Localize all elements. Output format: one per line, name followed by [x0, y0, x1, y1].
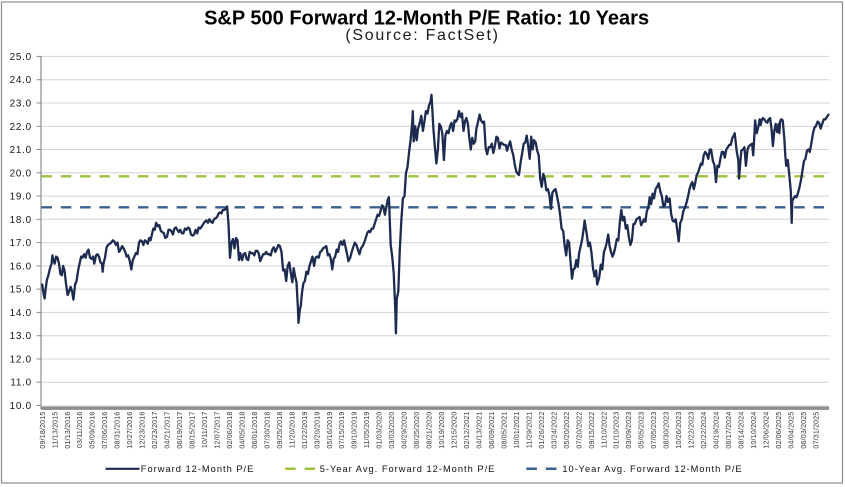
svg-text:12.0: 12.0: [10, 355, 32, 366]
svg-text:02/22/2024: 02/22/2024: [700, 412, 708, 449]
svg-text:05/20/2022: 05/20/2022: [563, 412, 571, 449]
svg-text:01/26/2022: 01/26/2022: [538, 412, 546, 449]
svg-text:04/05/2018: 04/05/2018: [238, 412, 246, 449]
svg-text:02/06/2025: 02/06/2025: [775, 412, 783, 449]
svg-text:11/13/2015: 11/13/2015: [51, 412, 59, 449]
svg-text:06/25/2020: 06/25/2020: [413, 412, 421, 449]
svg-text:09/18/2015: 09/18/2015: [39, 412, 47, 449]
svg-text:(Source: FactSet): (Source: FactSet): [345, 27, 499, 44]
svg-text:13.0: 13.0: [10, 331, 32, 342]
svg-text:01/22/2019: 01/22/2019: [301, 412, 309, 449]
svg-text:06/17/2024: 06/17/2024: [725, 412, 733, 449]
svg-text:02/12/2021: 02/12/2021: [463, 412, 471, 449]
svg-text:05/09/2016: 05/09/2016: [89, 412, 97, 449]
svg-text:10/10/2024: 10/10/2024: [750, 412, 758, 449]
svg-text:03/11/2016: 03/11/2016: [76, 412, 84, 449]
svg-text:06/09/2021: 06/09/2021: [488, 412, 496, 449]
svg-text:05/05/2023: 05/05/2023: [638, 412, 646, 449]
svg-text:12/15/2020: 12/15/2020: [451, 412, 459, 449]
svg-text:19.0: 19.0: [10, 192, 32, 203]
svg-text:02/23/2017: 02/23/2017: [151, 412, 159, 449]
svg-text:07/31/2025: 07/31/2025: [812, 412, 820, 449]
svg-text:01/03/2020: 01/03/2020: [376, 412, 384, 449]
svg-text:24.0: 24.0: [10, 75, 32, 86]
svg-text:12/07/2017: 12/07/2017: [214, 412, 222, 449]
svg-text:03/24/2022: 03/24/2022: [550, 412, 558, 449]
svg-text:23.0: 23.0: [10, 99, 32, 110]
svg-text:04/13/2021: 04/13/2021: [476, 412, 484, 449]
svg-text:08/21/2020: 08/21/2020: [426, 412, 434, 449]
svg-text:Forward 12-Month P/E: Forward 12-Month P/E: [141, 464, 255, 474]
svg-text:11/29/2021: 11/29/2021: [525, 412, 533, 449]
svg-text:5-Year Avg. Forward 12-Month P: 5-Year Avg. Forward 12-Month P/E: [320, 464, 496, 474]
svg-text:14.0: 14.0: [10, 308, 32, 319]
svg-text:16.0: 16.0: [10, 261, 32, 272]
svg-text:10/11/2017: 10/11/2017: [201, 412, 209, 449]
svg-text:06/03/2025: 06/03/2025: [800, 412, 808, 449]
svg-text:07/05/2023: 07/05/2023: [650, 412, 658, 449]
svg-text:S&P 500 Forward 12-Month P/E R: S&P 500 Forward 12-Month P/E Ratio: 10 Y…: [204, 7, 649, 29]
svg-text:18.0: 18.0: [10, 215, 32, 226]
svg-text:08/30/2023: 08/30/2023: [663, 412, 671, 449]
svg-text:08/31/2016: 08/31/2016: [114, 412, 122, 449]
svg-text:11/05/2019: 11/05/2019: [363, 412, 371, 449]
svg-text:17.0: 17.0: [10, 238, 32, 249]
svg-text:10-Year Avg. Forward 12-Month: 10-Year Avg. Forward 12-Month P/E: [562, 464, 742, 474]
svg-text:10/27/2016: 10/27/2016: [126, 412, 134, 449]
svg-text:04/29/2020: 04/29/2020: [401, 412, 409, 449]
svg-text:03/03/2020: 03/03/2020: [388, 412, 396, 449]
svg-text:20.0: 20.0: [10, 168, 32, 179]
svg-text:06/19/2017: 06/19/2017: [176, 412, 184, 449]
svg-text:12/06/2024: 12/06/2024: [763, 412, 771, 449]
svg-text:04/21/2017: 04/21/2017: [164, 412, 172, 449]
svg-text:11/20/2018: 11/20/2018: [288, 412, 296, 449]
svg-text:04/04/2025: 04/04/2025: [787, 412, 795, 449]
svg-text:11/10/2022: 11/10/2022: [600, 412, 608, 449]
svg-text:05/16/2019: 05/16/2019: [326, 412, 334, 449]
svg-text:08/15/2017: 08/15/2017: [189, 412, 197, 449]
svg-text:08/05/2021: 08/05/2021: [501, 412, 509, 449]
svg-text:01/13/2016: 01/13/2016: [64, 412, 72, 449]
svg-text:22.0: 22.0: [10, 122, 32, 133]
svg-text:07/06/2016: 07/06/2016: [101, 412, 109, 449]
svg-text:01/10/2023: 01/10/2023: [613, 412, 621, 449]
svg-text:03/09/2023: 03/09/2023: [625, 412, 633, 449]
svg-text:25.0: 25.0: [10, 52, 32, 63]
svg-text:10/26/2023: 10/26/2023: [675, 412, 683, 449]
svg-text:09/25/2018: 09/25/2018: [276, 412, 284, 449]
svg-text:09/15/2022: 09/15/2022: [588, 412, 596, 449]
svg-text:11.0: 11.0: [10, 378, 32, 389]
svg-text:03/20/2019: 03/20/2019: [313, 412, 321, 449]
svg-text:04/19/2024: 04/19/2024: [713, 412, 721, 449]
svg-text:21.0: 21.0: [10, 145, 32, 156]
svg-text:12/23/2016: 12/23/2016: [139, 412, 147, 449]
svg-text:06/01/2018: 06/01/2018: [251, 412, 259, 449]
svg-text:07/15/2019: 07/15/2019: [338, 412, 346, 449]
svg-text:12/22/2023: 12/22/2023: [688, 412, 696, 449]
svg-text:07/20/2022: 07/20/2022: [575, 412, 583, 449]
svg-text:07/30/2018: 07/30/2018: [263, 412, 271, 449]
svg-text:10/01/2021: 10/01/2021: [513, 412, 521, 449]
svg-text:08/14/2024: 08/14/2024: [738, 412, 746, 449]
svg-text:10/19/2020: 10/19/2020: [438, 412, 446, 449]
svg-text:02/06/2018: 02/06/2018: [226, 412, 234, 449]
svg-text:15.0: 15.0: [10, 285, 32, 296]
svg-text:09/10/2019: 09/10/2019: [351, 412, 359, 449]
svg-text:10.0: 10.0: [10, 401, 32, 412]
